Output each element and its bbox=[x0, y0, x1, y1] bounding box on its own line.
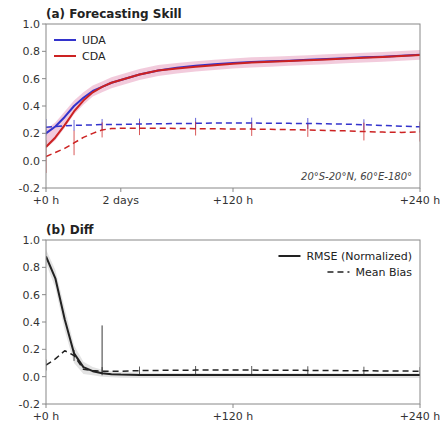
plot-area bbox=[46, 240, 420, 404]
line bbox=[46, 351, 420, 372]
legend: RMSE (Normalized) Mean Bias bbox=[278, 250, 412, 279]
x-tick-label: +0 h bbox=[33, 410, 60, 423]
x-tick bbox=[420, 404, 421, 408]
y-tick-label: 0.4 bbox=[23, 100, 41, 113]
y-tick bbox=[42, 51, 46, 52]
panel: -0.20.00.20.40.60.81.0+0 h2 days+120 h+2… bbox=[19, 7, 441, 207]
line bbox=[46, 128, 420, 156]
plot-marks bbox=[46, 50, 420, 173]
error-bar bbox=[139, 367, 140, 375]
x-tick bbox=[120, 188, 121, 192]
line bbox=[46, 55, 420, 134]
legend-swatch bbox=[54, 55, 76, 57]
line bbox=[46, 123, 420, 127]
x-tick-label: +240 h bbox=[400, 194, 441, 207]
y-tick bbox=[42, 78, 46, 79]
line bbox=[46, 55, 420, 147]
y-tick bbox=[42, 404, 46, 405]
y-tick-label: 0.4 bbox=[23, 316, 41, 329]
error-bar bbox=[102, 325, 103, 373]
y-tick bbox=[42, 160, 46, 161]
y-tick bbox=[42, 133, 46, 134]
x-tick-label: +120 h bbox=[213, 194, 254, 207]
y-tick-label: 0.6 bbox=[23, 73, 41, 86]
title: (b) Diff bbox=[46, 223, 94, 237]
legend: UDA CDA bbox=[54, 34, 106, 63]
band bbox=[46, 50, 420, 148]
legend-label: UDA bbox=[82, 34, 106, 47]
legend-swatch bbox=[327, 271, 349, 273]
x-tick-label: 2 days bbox=[103, 194, 140, 207]
y-tick bbox=[42, 24, 46, 25]
y-tick-label: 1.0 bbox=[23, 234, 41, 247]
y-tick-label: 0.6 bbox=[23, 289, 41, 302]
chart-root: -0.20.00.20.40.60.81.0+0 h2 days+120 h+2… bbox=[0, 0, 446, 444]
y-tick-label: 0.2 bbox=[23, 127, 41, 140]
error-bar bbox=[251, 366, 252, 374]
legend-swatch bbox=[54, 39, 76, 41]
y-tick bbox=[42, 322, 46, 323]
legend-swatch bbox=[278, 255, 300, 257]
line bbox=[46, 256, 420, 375]
y-tick-label: 1.0 bbox=[23, 18, 41, 31]
legend-label: CDA bbox=[82, 50, 106, 63]
y-tick bbox=[42, 267, 46, 268]
x-tick bbox=[46, 404, 47, 408]
y-tick bbox=[42, 188, 46, 189]
y-tick-label: 0.0 bbox=[23, 155, 41, 168]
y-tick bbox=[42, 106, 46, 107]
x-tick bbox=[233, 188, 234, 192]
y-tick-label: 0.8 bbox=[23, 45, 41, 58]
panel: -0.20.00.20.40.60.81.0+0 h+120 h+240 h(b… bbox=[19, 223, 441, 423]
plot-frame bbox=[46, 240, 420, 404]
x-tick-label: +0 h bbox=[33, 194, 60, 207]
y-tick bbox=[42, 349, 46, 350]
plot-area bbox=[46, 24, 420, 188]
y-tick-label: 0.8 bbox=[23, 261, 41, 274]
y-tick-label: 0.2 bbox=[23, 343, 41, 356]
y-tick-label: 0.0 bbox=[23, 371, 41, 384]
x-tick-label: +120 h bbox=[213, 410, 254, 423]
plot-frame bbox=[46, 24, 420, 188]
x-tick-label: +240 h bbox=[400, 410, 441, 423]
y-tick bbox=[42, 294, 46, 295]
x-tick bbox=[46, 188, 47, 192]
title: (a) Forecasting Skill bbox=[46, 7, 182, 21]
annotation: 20°S-20°N, 60°E-180° bbox=[301, 171, 412, 182]
x-tick bbox=[233, 404, 234, 408]
plot-marks bbox=[46, 250, 420, 378]
legend-label: Mean Bias bbox=[355, 266, 412, 279]
x-tick bbox=[420, 188, 421, 192]
y-tick bbox=[42, 376, 46, 377]
legend-label: RMSE (Normalized) bbox=[306, 250, 412, 263]
band bbox=[46, 250, 420, 378]
error-bar bbox=[74, 120, 75, 131]
error-bar bbox=[307, 123, 308, 137]
y-tick bbox=[42, 240, 46, 241]
